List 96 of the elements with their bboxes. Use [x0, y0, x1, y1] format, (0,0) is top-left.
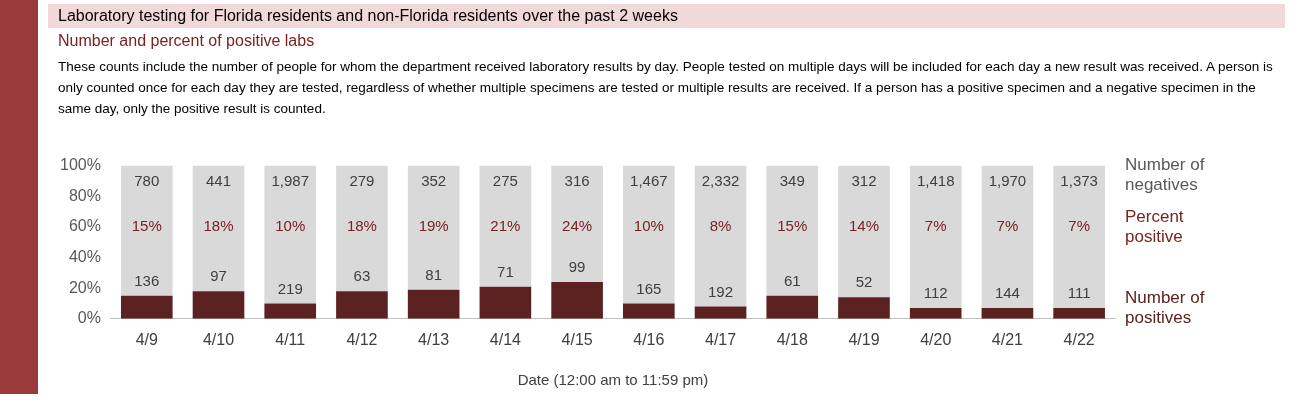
y-tick-label: 0%: [77, 309, 101, 327]
annotation: 21%: [490, 217, 521, 235]
y-tick-label: 80%: [68, 186, 101, 204]
x-tick-label: 4/10: [202, 330, 235, 348]
y-tick-label: 60%: [68, 217, 101, 235]
x-tick-label: 4/16: [633, 330, 665, 348]
bar: [981, 308, 1034, 319]
annotation: 136: [134, 271, 160, 289]
chart-title: Laboratory testing for Florida residents and non-Florida residents over the past 2 weeks: [57, 6, 679, 26]
annotation: 111: [1067, 284, 1091, 302]
annotation: 352: [421, 171, 447, 189]
annotation: 2,332: [701, 171, 740, 189]
annotation: 1,970: [988, 171, 1027, 189]
annotation: 10%: [275, 217, 306, 235]
x-tick-label: 4/19: [848, 330, 880, 348]
annotation: 441: [205, 171, 232, 189]
text: Percent positive: [1125, 206, 1184, 246]
bar: [407, 165, 460, 290]
x-tick-label: 4/17: [704, 330, 737, 348]
bar: [192, 165, 245, 292]
x-tick-label: 4/11: [275, 330, 306, 348]
annotation: 63: [353, 267, 371, 285]
annotation: 1,467: [630, 171, 668, 189]
annotation: 15%: [131, 217, 162, 235]
x-tick-label: 4/22: [1063, 330, 1095, 348]
y-tick-label: 20%: [68, 278, 101, 296]
y-tick-label: 100%: [60, 156, 101, 174]
x-tick-label: 4/12: [346, 330, 378, 348]
annotation: 19%: [418, 217, 449, 235]
chart-subtitle: Number and percent of positive labs: [57, 31, 316, 51]
x-tick-label: 4/18: [776, 330, 808, 348]
x-tick-label: 4/13: [418, 330, 450, 348]
bar: [766, 165, 819, 296]
bar: [551, 165, 603, 283]
annotation: 275: [492, 171, 518, 189]
y-tick-label: 40%: [68, 247, 101, 265]
bar: [192, 291, 245, 319]
bar: [694, 165, 747, 307]
annotation: 97: [210, 267, 227, 285]
annotation: 780: [134, 171, 160, 189]
bar: [551, 282, 603, 319]
annotation: 14%: [848, 217, 879, 235]
bar: [264, 165, 317, 304]
text: These counts include the number of people for whom the department received laboratory results by day. People tested on multiple days will be included for each day a new result was received. A person is only counted once for each day they are tested, regardless of whether multiple specimens are tested or multiple results are received. If a person has a positive specimen and a negative specimen in the same day, only the positive result is counted.: [57, 58, 1274, 118]
annotation: 312: [851, 171, 877, 189]
annotation: 112: [923, 284, 948, 302]
annotation: 52: [855, 273, 873, 291]
annotation: 192: [708, 282, 734, 300]
annotation: 99: [568, 258, 586, 276]
annotation: 18%: [203, 217, 234, 235]
bar: [336, 165, 388, 292]
annotation: 279: [349, 171, 375, 189]
bar: [766, 295, 819, 319]
bar: [407, 289, 460, 319]
annotation: 24%: [562, 217, 593, 235]
bar: [1053, 308, 1105, 319]
x-tick-label: 4/21: [991, 330, 1024, 348]
bar: [336, 291, 388, 319]
annotation: 1,987: [271, 171, 309, 189]
bar: [479, 286, 532, 319]
annotation: 8%: [709, 217, 732, 235]
bar: [120, 165, 173, 296]
annotation: 61: [783, 271, 801, 289]
bar: [120, 295, 173, 319]
annotation: 81: [425, 265, 443, 283]
annotation: 18%: [346, 217, 377, 235]
annotation: 71: [497, 262, 514, 280]
bar: [909, 308, 962, 319]
annotation: 316: [564, 171, 590, 189]
annotation: 10%: [633, 217, 664, 235]
bar: [909, 165, 962, 309]
annotation: 7%: [996, 217, 1019, 235]
x-tick-label: 4/14: [489, 330, 522, 348]
annotation: 349: [779, 171, 805, 189]
annotation: 1,418: [916, 171, 955, 189]
annotation: 7%: [924, 217, 947, 235]
bar: [838, 165, 890, 298]
annotation: 165: [636, 279, 662, 297]
annotation: 1,373: [1060, 171, 1098, 189]
annotation: 144: [994, 284, 1020, 302]
x-tick-label: 4/20: [920, 330, 952, 348]
series-label: Number of negatives: [1125, 155, 1205, 195]
bar: [981, 165, 1034, 309]
x-tick-label: 4/15: [561, 330, 593, 348]
annotation: 219: [277, 279, 303, 297]
bar: [623, 303, 675, 319]
x-tick-label: 4/9: [135, 330, 158, 348]
bar: [264, 303, 317, 319]
x-axis-title: Date (12:00 am to 11:59 pm): [517, 371, 709, 389]
bar: [479, 165, 532, 287]
annotation: 15%: [777, 217, 808, 235]
annotation: 7%: [1068, 217, 1090, 235]
bar: [623, 165, 675, 304]
series-label: Number of positives: [1125, 288, 1205, 328]
bar: [838, 297, 890, 319]
bar: [1053, 165, 1105, 309]
